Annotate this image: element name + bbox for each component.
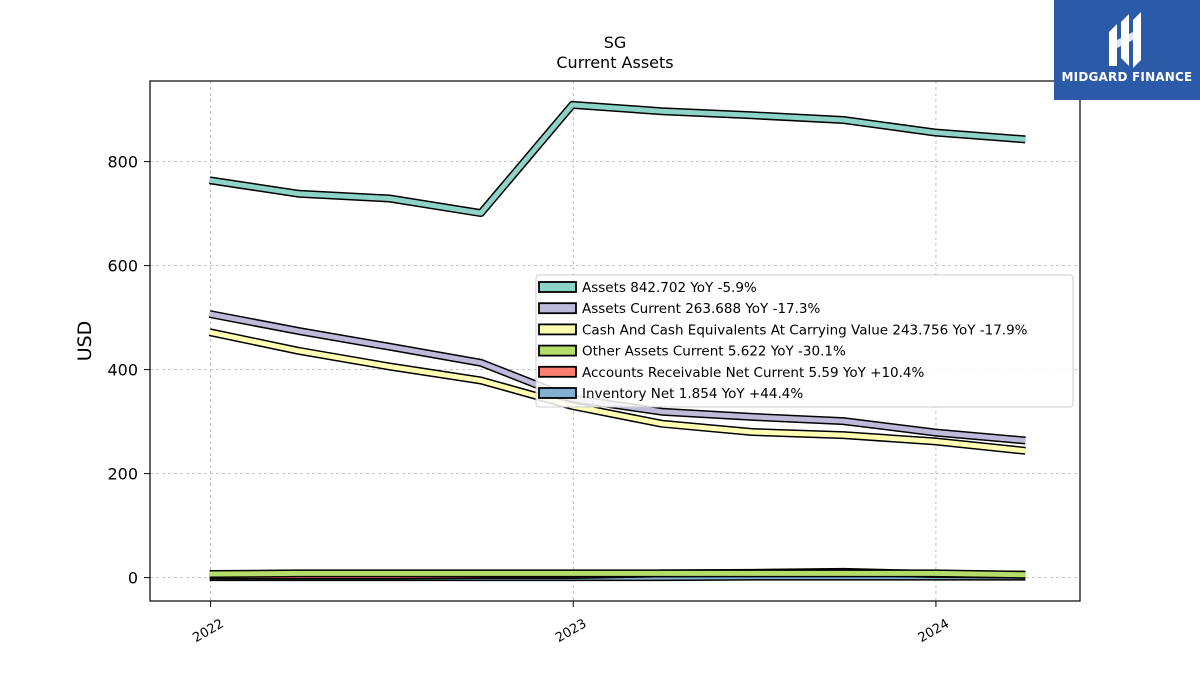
- x-tick-label: 2023: [553, 616, 589, 646]
- chart-subtitle: Current Assets: [556, 53, 673, 72]
- legend-swatch: [538, 323, 577, 336]
- legend-box: [535, 274, 1074, 408]
- series-line: [209, 570, 1026, 578]
- legend-entry: Assets 842.702 YoY -5.9%: [582, 280, 757, 296]
- series-assets: [209, 100, 1026, 218]
- y-tick-label: 600: [107, 257, 138, 276]
- x-tick-label: 2024: [916, 616, 952, 646]
- brand-logo: MIDGARD FINANCE: [1054, 0, 1200, 100]
- legend-swatch: [538, 387, 577, 399]
- midgard-logo-icon: [1109, 12, 1141, 68]
- legend: Assets 842.702 YoY -5.9% Assets Current 2…: [535, 274, 1074, 408]
- brand-name: MIDGARD FINANCE: [1061, 70, 1193, 84]
- legend-entry: Inventory Net 1.854 YoY +44.4%: [582, 386, 803, 402]
- x-tick-label: 2022: [190, 616, 226, 646]
- plot-frame: [149, 80, 1081, 602]
- y-axis-label: USD: [74, 321, 96, 362]
- series-other-assets-current: [209, 569, 1026, 579]
- y-tick-label: 0: [128, 569, 138, 588]
- chart-title: SG: [604, 33, 627, 52]
- y-tick-label: 800: [107, 153, 138, 172]
- legend-entry: Cash And Cash Equivalents At Carrying Va…: [582, 322, 1028, 338]
- y-tick-label: 400: [107, 361, 138, 380]
- legend-entry: Accounts Receivable Net Current 5.59 YoY…: [582, 365, 925, 381]
- series-cash-and-cash-equivalents-at-carrying-value: [208, 328, 1026, 455]
- series-layer: [208, 100, 1026, 582]
- legend-entry: Assets Current 263.688 YoY -17.3%: [582, 301, 821, 317]
- series-line: [209, 329, 1026, 454]
- legend-swatch: [538, 344, 577, 357]
- legend-swatch: [538, 302, 577, 315]
- legend-entry: Other Assets Current 5.622 YoY -30.1%: [582, 344, 846, 360]
- legend-swatch: [538, 365, 577, 378]
- legend-swatch: [538, 281, 577, 293]
- series-line: [209, 102, 1026, 216]
- y-tick-label: 200: [107, 465, 138, 484]
